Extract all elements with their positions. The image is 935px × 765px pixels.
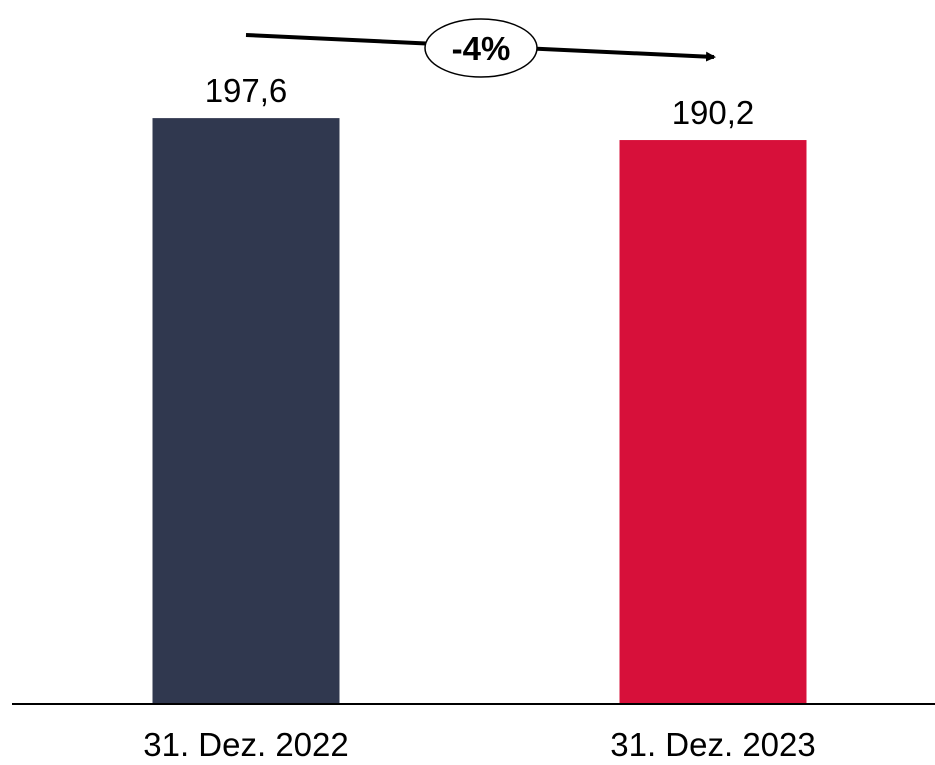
change-annotation: -4%	[245, 18, 716, 78]
value-labels-layer: 197,6 190,2	[205, 72, 755, 131]
value-label-2: 190,2	[672, 94, 755, 131]
category-label-1: 31. Dez. 2022	[143, 726, 348, 760]
change-badge	[424, 18, 538, 78]
bars-layer	[152, 118, 807, 705]
change-label: -4%	[452, 30, 511, 67]
category-label-2: 31. Dez. 2023	[610, 726, 815, 760]
value-label-1: 197,6	[205, 72, 288, 109]
bar-1	[152, 118, 340, 705]
bar-2	[619, 140, 807, 704]
category-labels-layer: 31. Dez. 2022 31. Dez. 2023	[143, 726, 815, 763]
